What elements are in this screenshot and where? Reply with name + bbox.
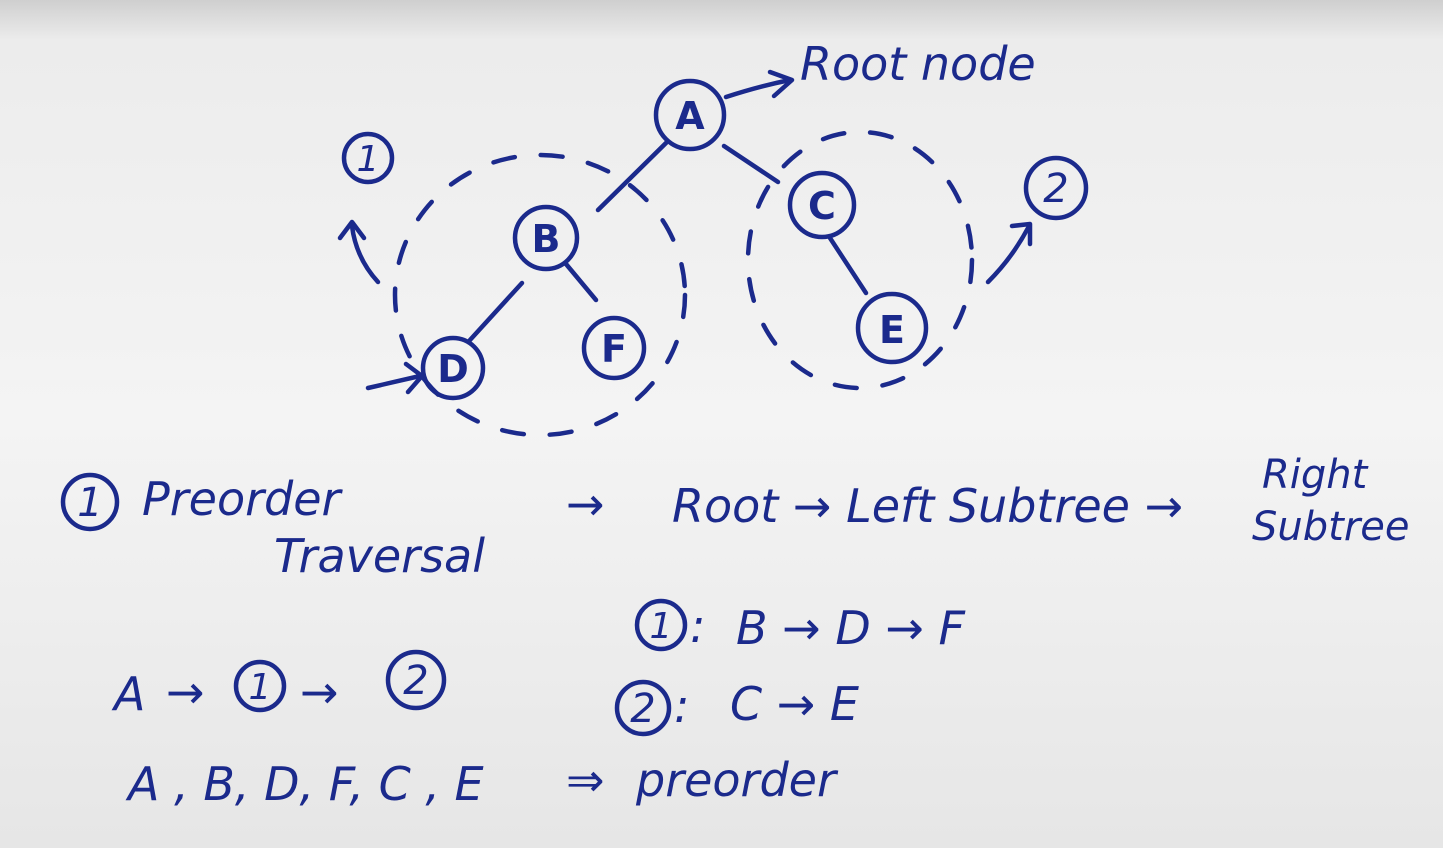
result-list: A , B, D, F, C , E xyxy=(125,757,484,811)
subtree-1-outline xyxy=(392,152,688,438)
svg-text:A: A xyxy=(111,667,145,721)
rule-subtree: Subtree xyxy=(1252,504,1409,550)
arrow-to-marker-1 xyxy=(349,223,381,285)
svg-text:D: D xyxy=(437,347,469,391)
rule-text: Root → Left Subtree → xyxy=(672,479,1183,533)
order-sequence: A → 1 → 2 xyxy=(111,649,447,721)
node-d: D xyxy=(420,335,486,401)
root-node-annotation: Root node xyxy=(800,37,1036,91)
svg-text:→: → xyxy=(300,665,339,719)
svg-text:→: → xyxy=(166,665,205,719)
subtree1-line: 1 : B → D → F xyxy=(634,598,966,655)
svg-text:B: B xyxy=(532,217,561,261)
rule-right: Right xyxy=(1262,452,1369,498)
edge-a-c xyxy=(721,143,781,185)
entry-arrow-head xyxy=(403,361,425,395)
node-b: B xyxy=(512,204,580,272)
svg-text:1: 1 xyxy=(249,667,272,708)
edge-a-b xyxy=(595,139,670,213)
entry-arrow xyxy=(365,373,423,391)
root-arrow xyxy=(723,77,793,100)
svg-text:1: 1 xyxy=(357,139,380,180)
bullet-1: 1 xyxy=(60,472,120,532)
arrow-to-marker-1-head xyxy=(337,219,367,241)
svg-text:E: E xyxy=(879,308,905,352)
subtree1-sequence: B → D → F xyxy=(736,601,966,655)
subtree2-line: 2 : C → E xyxy=(614,677,859,737)
svg-text:2: 2 xyxy=(630,686,655,732)
arrow-to-marker-2 xyxy=(985,225,1031,285)
svg-text:2: 2 xyxy=(403,658,428,704)
result-implies: ⇒ xyxy=(566,753,605,807)
edge-b-d xyxy=(467,280,525,343)
rule-implies: → xyxy=(566,477,605,531)
svg-text::: : xyxy=(690,599,706,653)
svg-text:2: 2 xyxy=(1043,166,1068,212)
svg-text:F: F xyxy=(601,327,627,371)
svg-text:1: 1 xyxy=(77,480,102,526)
edge-c-e xyxy=(827,235,869,296)
title-preorder: Preorder xyxy=(142,472,344,526)
root-arrow-head xyxy=(767,69,795,99)
node-c: C xyxy=(787,170,857,240)
title-traversal: Traversal xyxy=(274,529,485,583)
node-e: E xyxy=(855,291,929,365)
subtree-2-outline xyxy=(745,129,975,391)
node-f: F xyxy=(581,315,647,381)
marker-1: 1 xyxy=(341,131,395,185)
edge-b-f xyxy=(563,261,599,303)
node-a: A xyxy=(653,78,727,152)
svg-text:C: C xyxy=(808,184,836,228)
marker-2: 2 xyxy=(1023,155,1089,221)
svg-text::: : xyxy=(674,679,690,733)
subtree2-sequence: C → E xyxy=(730,677,859,731)
result-word: preorder xyxy=(635,753,839,807)
arrow-to-marker-2-head xyxy=(1009,221,1033,247)
svg-text:1: 1 xyxy=(650,606,673,647)
svg-text:A: A xyxy=(675,94,705,138)
